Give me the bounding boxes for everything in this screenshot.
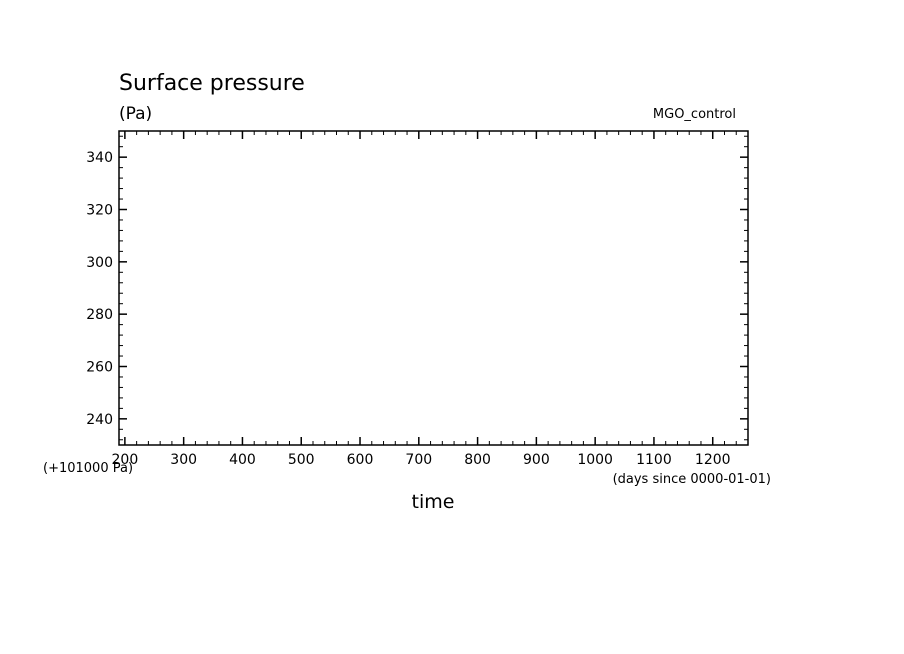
x-tick-label: 1100	[636, 452, 672, 468]
y-tick-label: 300	[86, 255, 113, 271]
run-label: MGO_control	[653, 107, 736, 122]
x-tick-label: 400	[229, 452, 256, 468]
y-tick-label: 340	[86, 150, 113, 166]
y-axis-ticks: 240 260 280 300 320 340	[86, 150, 748, 428]
y-tick-label: 280	[86, 307, 113, 323]
x-tick-label: 600	[347, 452, 374, 468]
x-tick-label: 200	[112, 452, 139, 468]
chart-title: Surface pressure	[119, 71, 305, 96]
x-tick-label: 900	[523, 452, 550, 468]
x-axis-label: time	[412, 491, 455, 513]
x-tick-label: 1200	[695, 452, 731, 468]
x-tick-label: 1000	[577, 452, 613, 468]
x-tick-label: 500	[288, 452, 315, 468]
units-label: (Pa)	[119, 104, 152, 124]
y-offset-label: (+101000 Pa)	[43, 461, 133, 476]
y-tick-label: 240	[86, 412, 113, 428]
x-tick-label: 300	[170, 452, 197, 468]
x-tick-label: 700	[405, 452, 432, 468]
y-tick-label: 260	[86, 360, 113, 376]
x-axis-ticks: 200 300 400 500 600 700 800 900 1000 1100 1200	[112, 131, 731, 468]
x-units-label: (days since 0000-01-01)	[613, 472, 771, 487]
y-tick-label: 320	[86, 203, 113, 219]
plot-frame	[118, 130, 749, 446]
minor-ticks	[119, 131, 749, 445]
x-tick-label: 800	[464, 452, 491, 468]
